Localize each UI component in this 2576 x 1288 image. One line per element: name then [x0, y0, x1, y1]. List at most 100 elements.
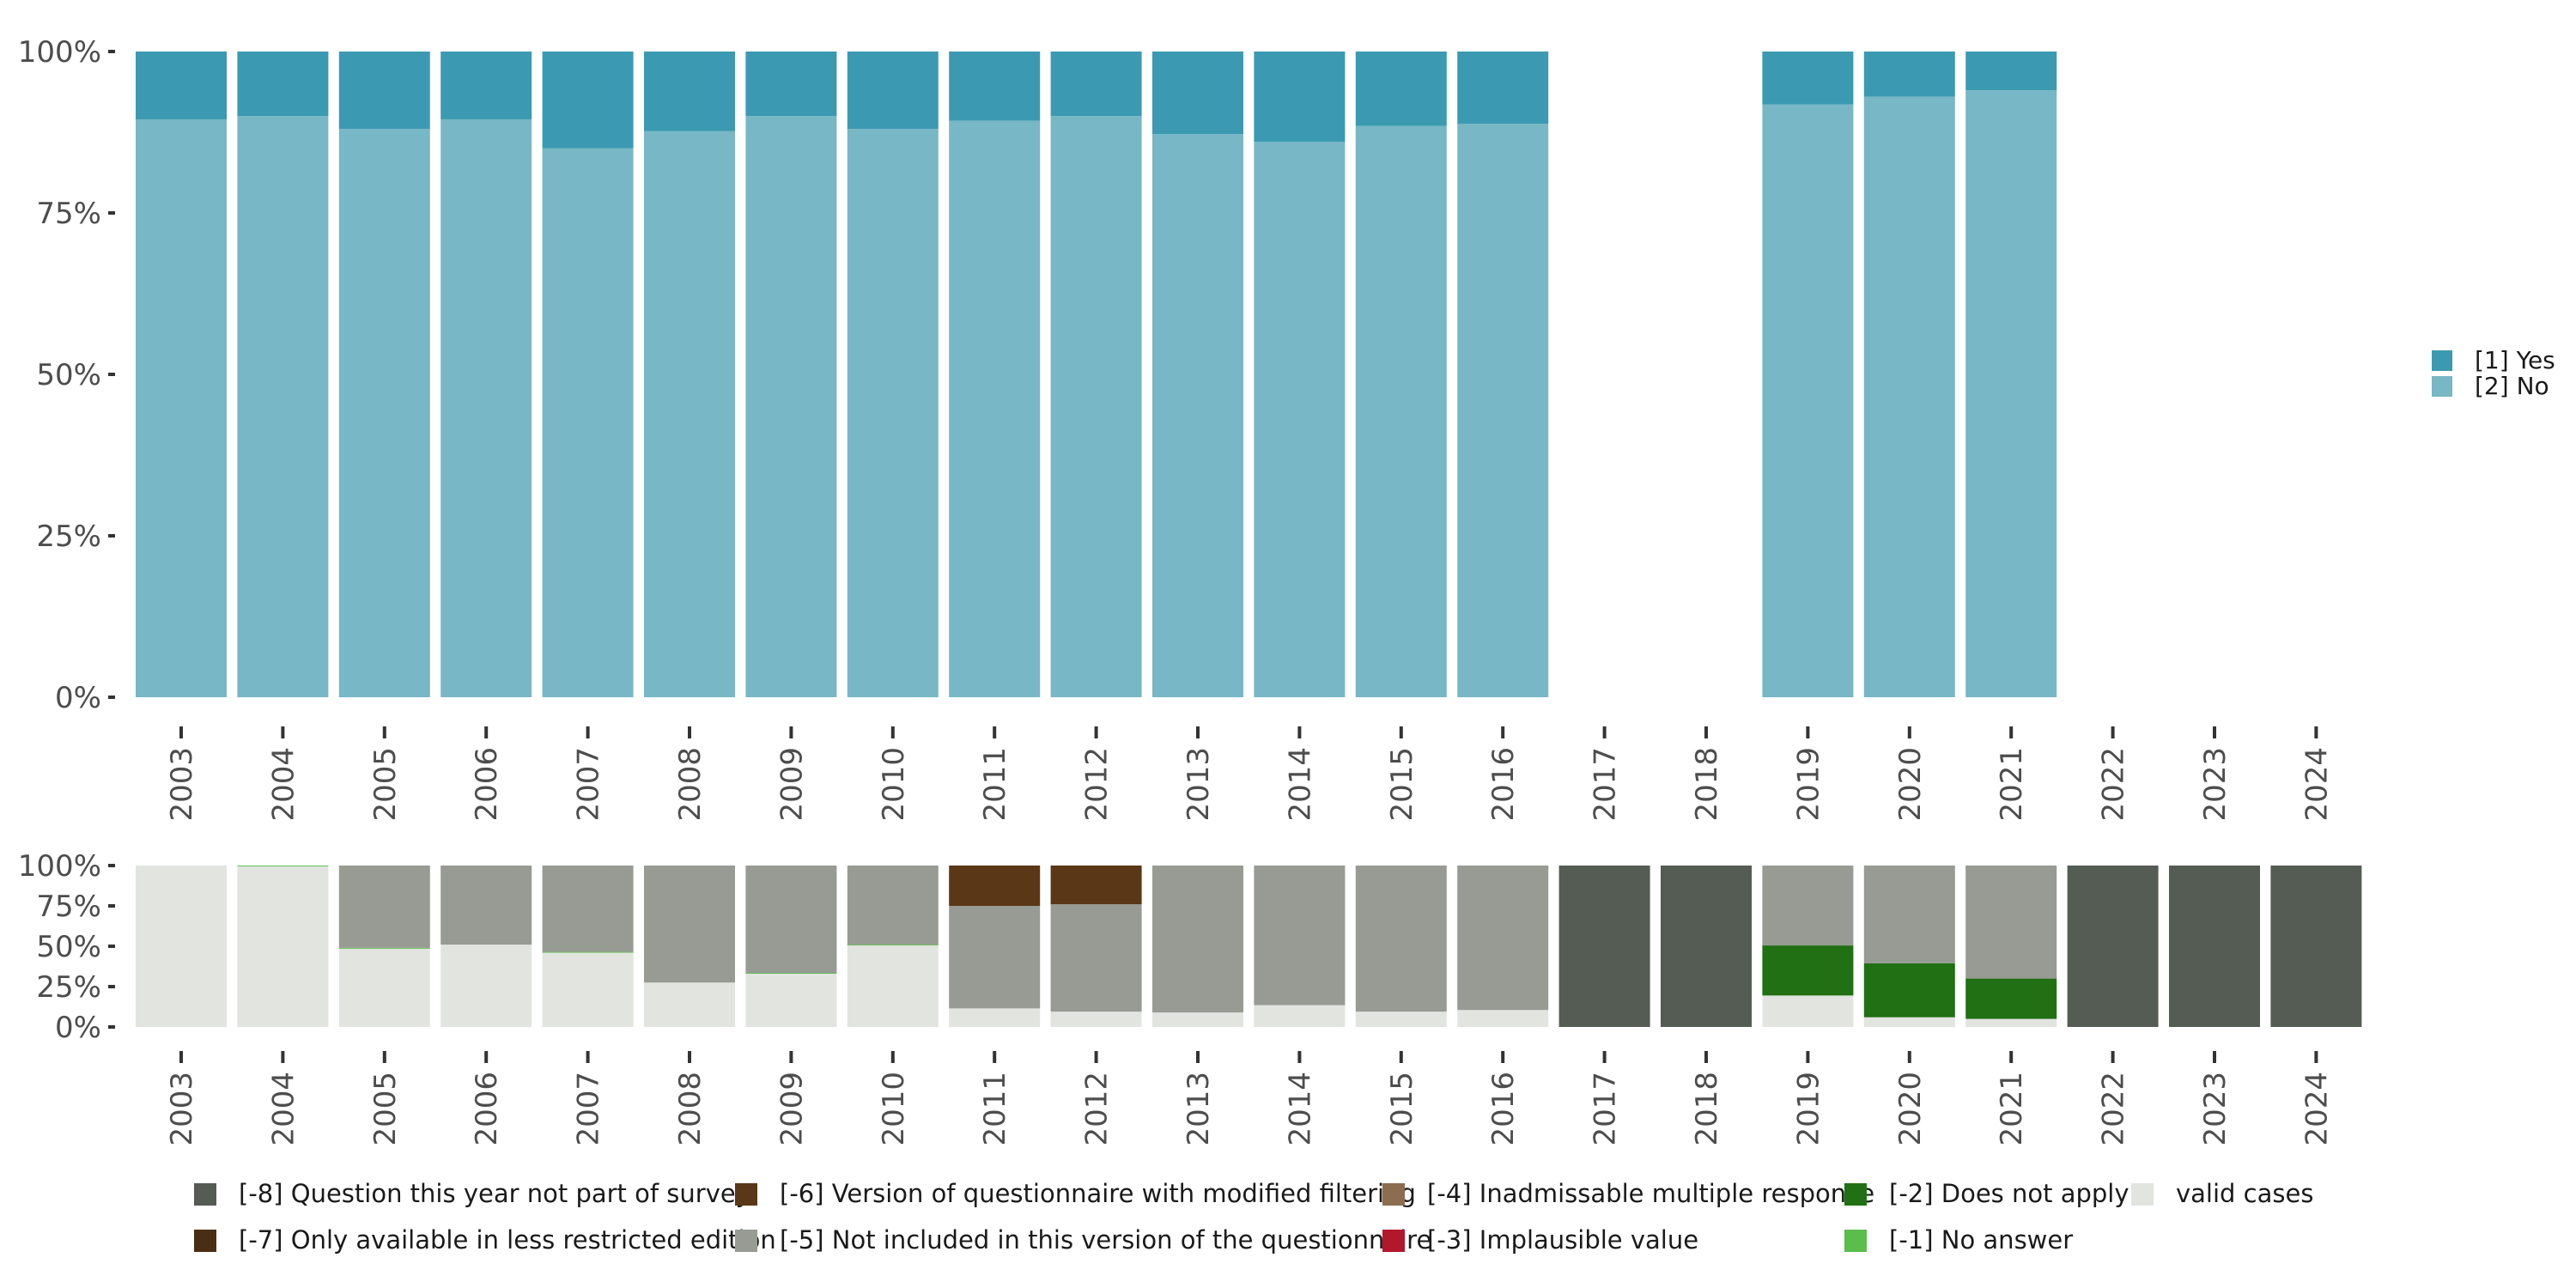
- missings-legend-swatch-valid-cases: [2131, 1183, 2154, 1206]
- main-x-tick-label-2016: 2016: [1486, 747, 1521, 822]
- missings-x-tick-label-2014: 2014: [1283, 1072, 1317, 1146]
- main-bar-2007-1-yes: [542, 52, 634, 149]
- main-legend-label-1-yes: [1] Yes: [2475, 346, 2555, 374]
- missings-bar-2015-5-not-included-in-this-version-of-the-questionnaire: [1355, 866, 1447, 1012]
- missings-x-tick-label-2008: 2008: [673, 1072, 708, 1146]
- missings-legend-label-2-does-not-apply: [-2] Does not apply: [1889, 1179, 2129, 1208]
- main-x-tick-label-2014: 2014: [1283, 747, 1317, 822]
- main-bar-2011-2-no: [949, 120, 1041, 698]
- missings-x-tick-label-2004: 2004: [266, 1072, 301, 1146]
- main-x-tick-label-2004: 2004: [266, 747, 301, 822]
- missings-bar-2015-valid-cases: [1355, 1012, 1447, 1027]
- missings-bar-2012-valid-cases: [1050, 1012, 1142, 1027]
- missings-legend-label-3-implausible-value: [-3] Implausible value: [1427, 1225, 1698, 1255]
- main-bar-2015-1-yes: [1355, 52, 1447, 126]
- missings-bar-2004-valid-cases: [237, 866, 329, 1027]
- missings-bar-2018-8-question-this-year-not-part-of-survey: [1661, 866, 1752, 1027]
- missings-x-tick-label-2023: 2023: [2198, 1072, 2233, 1146]
- missings-bar-2021-valid-cases: [1965, 1018, 2057, 1027]
- main-bar-2014-1-yes: [1254, 52, 1346, 143]
- missings-bar-2009-1-no-answer: [745, 973, 837, 974]
- missings-y-tick-label: 50%: [36, 930, 101, 964]
- missings-x-tick-label-2020: 2020: [1893, 1072, 1928, 1146]
- missings-bar-2006-valid-cases: [440, 945, 532, 1027]
- main-bar-2010-2-no: [847, 129, 939, 698]
- missings-bar-2021-2-does-not-apply: [1965, 978, 2057, 1019]
- main-bar-2010-1-yes: [847, 52, 939, 130]
- main-legend-swatch-2-no: [2432, 376, 2452, 397]
- missings-bar-2007-valid-cases: [542, 952, 634, 1027]
- missings-legend-label-6-version-of-questionnaire-with-modified-filtering: [-6] Version of questionnaire with modif…: [780, 1179, 1416, 1208]
- main-x-tick-label-2023: 2023: [2198, 747, 2233, 822]
- missings-bar-2023-8-question-this-year-not-part-of-survey: [2169, 866, 2260, 1027]
- main-legend: [1] Yes[2] No: [2432, 346, 2555, 400]
- missings-x-tick-label-2015: 2015: [1385, 1072, 1419, 1146]
- main-x-tick-label-2012: 2012: [1080, 747, 1115, 822]
- missings-x-tick-label-2003: 2003: [165, 1072, 199, 1146]
- main-bar-2009-2-no: [745, 116, 837, 697]
- main-legend-swatch-1-yes: [2432, 350, 2452, 371]
- main-bar-2013-2-no: [1152, 134, 1243, 698]
- missings-chart: 0% 25% 50% 75% 100% 2003 2004 2005 2006 2007 2008…: [18, 849, 2362, 1255]
- missings-x-tick-label-2018: 2018: [1690, 1072, 1724, 1146]
- missings-y-tick-label: 0%: [55, 1011, 101, 1045]
- main-x-tick-label-2018: 2018: [1690, 747, 1724, 822]
- missings-legend-swatch-3-implausible-value: [1382, 1230, 1405, 1252]
- main-x-tick-label-2009: 2009: [775, 747, 809, 822]
- missings-bar-2014-5-not-included-in-this-version-of-the-questionnaire: [1254, 866, 1346, 1005]
- missings-bar-2017-8-question-this-year-not-part-of-survey: [1558, 866, 1650, 1027]
- missings-x-axis: 2003 2004 2005 2006 2007 2008 2009 2010 2011 2012…: [165, 1051, 2334, 1146]
- missings-legend-label-1-no-answer: [-1] No answer: [1889, 1225, 2073, 1255]
- main-x-tick-label-2017: 2017: [1589, 747, 1623, 822]
- missings-legend-swatch-5-not-included-in-this-version-of-the-questionnaire: [735, 1230, 757, 1252]
- main-bar-2015-2-no: [1355, 125, 1447, 698]
- main-bar-2012-1-yes: [1050, 52, 1142, 117]
- main-x-tick-label-2008: 2008: [673, 747, 708, 822]
- missings-bar-2020-2-does-not-apply: [1863, 963, 1955, 1018]
- main-x-tick-label-2015: 2015: [1385, 747, 1419, 822]
- missings-legend-swatch-2-does-not-apply: [1844, 1183, 1867, 1206]
- main-x-tick-label-2005: 2005: [368, 747, 403, 822]
- main-x-tick-label-2022: 2022: [2097, 747, 2131, 822]
- main-bar-2013-1-yes: [1152, 52, 1243, 135]
- missings-bar-2012-5-not-included-in-this-version-of-the-questionnaire: [1050, 904, 1142, 1012]
- main-bar-2008-2-no: [644, 131, 735, 698]
- missings-legend-label-valid-cases: valid cases: [2176, 1179, 2313, 1208]
- main-bars: [136, 52, 2057, 698]
- missings-bar-2003-valid-cases: [136, 866, 227, 1027]
- main-bar-2007-2-no: [542, 148, 634, 698]
- missings-bar-2007-1-no-answer: [542, 951, 634, 953]
- missings-x-tick-label-2021: 2021: [1995, 1072, 2029, 1146]
- missings-bar-2022-8-question-this-year-not-part-of-survey: [2067, 866, 2159, 1027]
- main-x-tick-label-2020: 2020: [1893, 747, 1928, 822]
- main-x-tick-label-2006: 2006: [470, 747, 504, 822]
- main-bar-2014-2-no: [1254, 142, 1346, 697]
- main-bar-2005-1-yes: [338, 52, 430, 130]
- main-bar-2008-1-yes: [644, 52, 735, 131]
- main-y-tick-label: 75%: [36, 197, 101, 231]
- main-x-tick-label-2010: 2010: [877, 747, 911, 822]
- missings-x-tick-label-2017: 2017: [1589, 1072, 1623, 1146]
- missings-legend-swatch-4-inadmissable-multiple-response: [1382, 1183, 1405, 1206]
- main-bar-2003-1-yes: [136, 52, 227, 119]
- missings-x-tick-label-2013: 2013: [1182, 1072, 1216, 1146]
- main-bar-2009-1-yes: [745, 52, 837, 117]
- main-bar-2019-1-yes: [1762, 52, 1854, 105]
- missings-bar-2005-valid-cases: [338, 948, 430, 1027]
- missings-bar-2020-5-not-included-in-this-version-of-the-questionnaire: [1863, 866, 1955, 963]
- missings-x-tick-label-2010: 2010: [877, 1072, 911, 1146]
- main-y-tick-label: 50%: [36, 358, 101, 392]
- main-x-tick-label-2007: 2007: [572, 747, 606, 822]
- missings-legend-label-5-not-included-in-this-version-of-the-questionnaire: [-5] Not included in this version of the…: [780, 1225, 1431, 1255]
- missings-legend-swatch-7-only-available-in-less-restricted-edition: [194, 1230, 216, 1252]
- missings-legend-label-4-inadmissable-multiple-response: [-4] Inadmissable multiple response: [1427, 1179, 1874, 1208]
- missings-legend-label-8-question-this-year-not-part-of-survey: [-8] Question this year not part of surv…: [239, 1179, 750, 1208]
- main-x-tick-label-2021: 2021: [1995, 747, 2029, 822]
- main-bar-2006-1-yes: [440, 52, 532, 119]
- main-bar-2021-1-yes: [1965, 52, 2057, 91]
- main-y-tick-label: 100%: [18, 35, 101, 70]
- missings-bar-2013-5-not-included-in-this-version-of-the-questionnaire: [1152, 866, 1243, 1013]
- main-bar-2016-1-yes: [1457, 52, 1549, 125]
- missings-x-tick-label-2012: 2012: [1080, 1072, 1115, 1146]
- missings-bar-2016-valid-cases: [1457, 1010, 1549, 1027]
